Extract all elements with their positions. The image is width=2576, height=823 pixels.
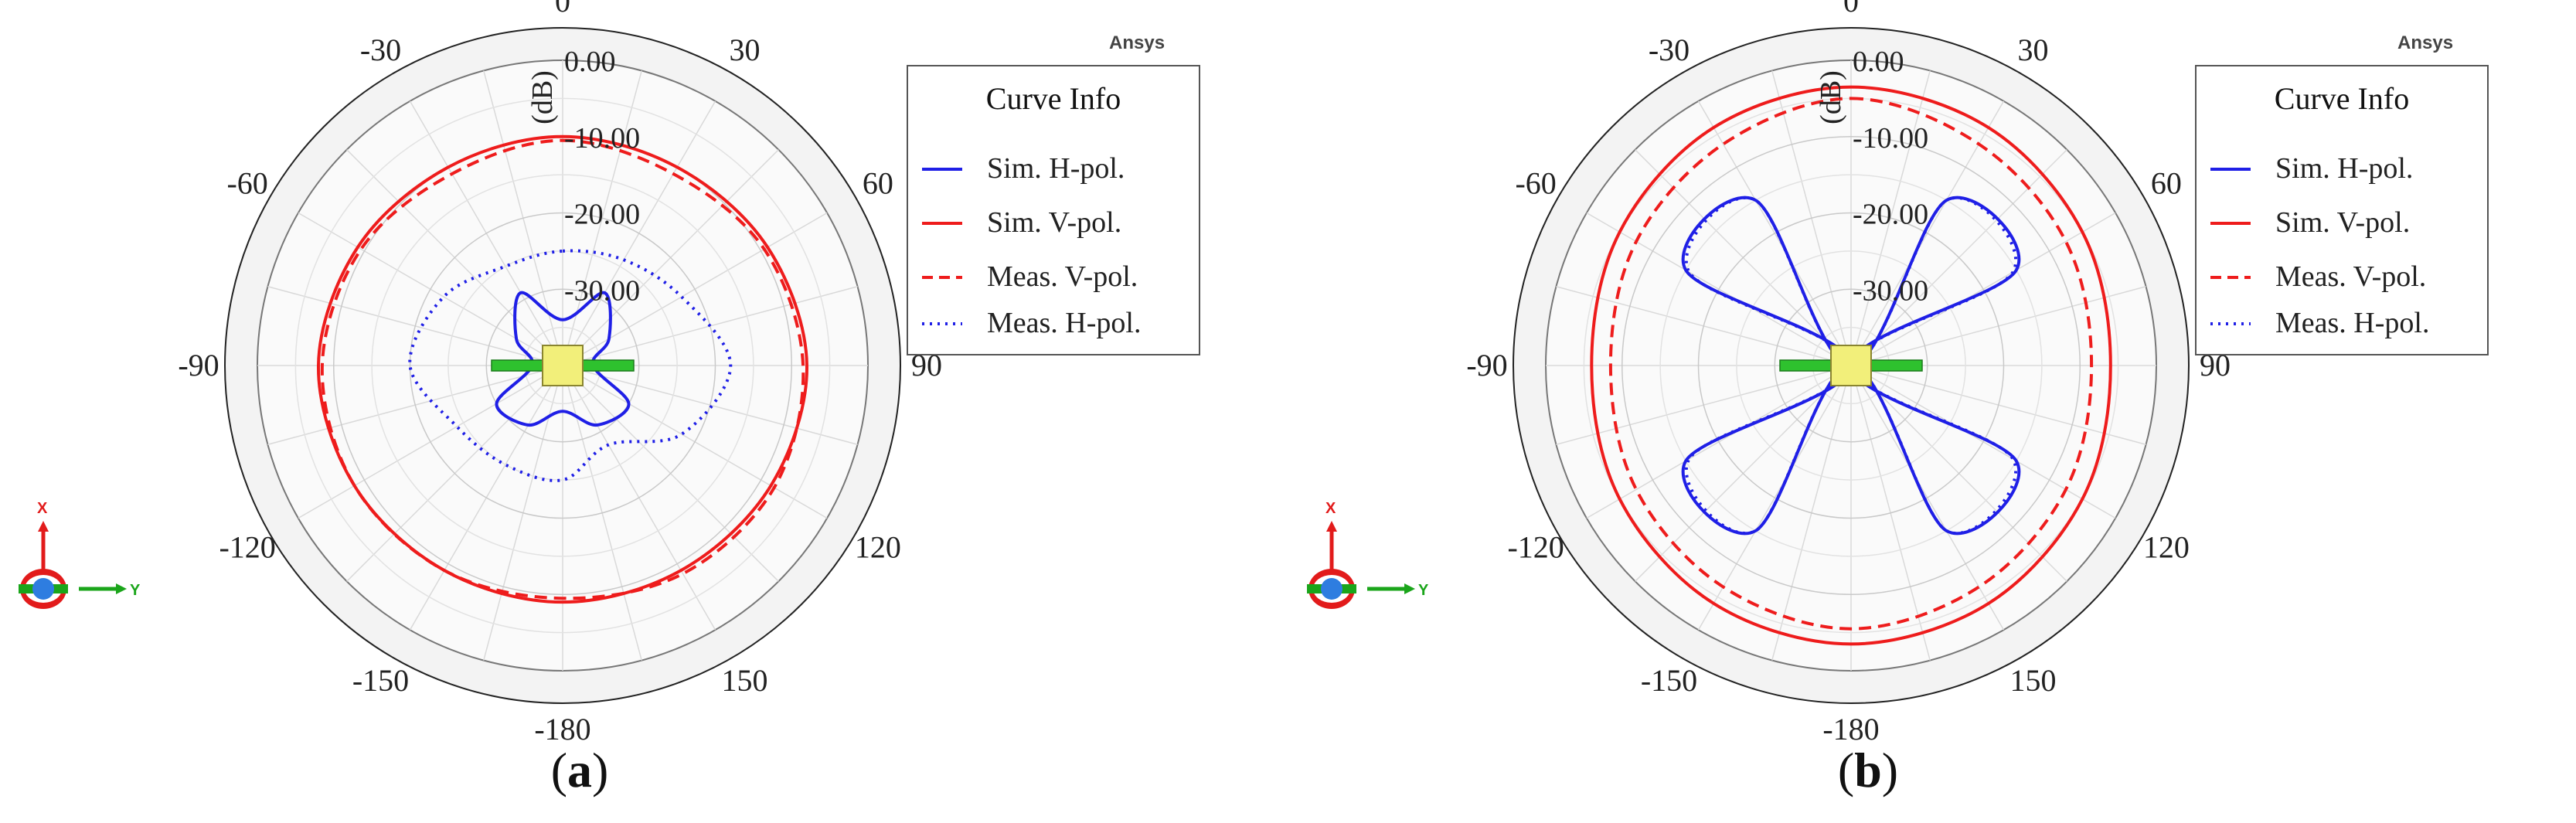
antenna-feed (1830, 345, 1872, 386)
panel-a: 0.00 -10.00 -20.00 -30.00 (dB) 0 30 60 90 120 150-… (0, 0, 1200, 799)
legend-swatch (922, 222, 962, 225)
theta-tick-label: -60 (1515, 166, 1556, 201)
theta-tick-label: -30 (360, 32, 401, 67)
polar-plot-b: 0.00-10.00-20.00-30.00(dB)0306090120150-… (1466, 0, 2231, 746)
axis-y-label: Y (1418, 582, 1429, 599)
legend: Curve Info Sim. H-pol. Sim. V-pol. Meas.… (2195, 65, 2489, 355)
r-tick-label: -10.00 (1853, 122, 1928, 155)
legend-label: Sim. V-pol. (2275, 206, 2411, 239)
r-tick-label: 0.00 (1853, 46, 1904, 78)
theta-tick-label: 60 (863, 166, 893, 201)
series-line (1608, 97, 2094, 631)
theta-tick-label: 150 (2010, 663, 2057, 698)
theta-tick-label: 0 (555, 0, 570, 19)
legend-item: Meas. H-pol. (2197, 298, 2487, 352)
series-line (1590, 85, 2112, 646)
grid-ring (1736, 250, 1966, 481)
legend-item: Sim. H-pol. (2197, 144, 2487, 198)
legend-label: Meas. H-pol. (2275, 307, 2430, 339)
r-tick-label: -10.00 (564, 122, 640, 155)
theta-tick-label: 120 (855, 530, 901, 565)
caption: (b) (1288, 742, 2448, 799)
grid-ring (1697, 212, 2005, 519)
legend-label: Meas. V-pol. (987, 260, 1138, 293)
theta-tick-label: -60 (226, 166, 267, 201)
grid-ring (409, 212, 716, 519)
caption: (a) (0, 742, 1159, 799)
theta-tick-label: -90 (178, 348, 219, 383)
axis-triad-icon: X Y (19, 500, 141, 609)
legend-item: Sim. V-pol. (2197, 198, 2487, 252)
axis-triad-icon: X Y (1307, 500, 1429, 609)
legend-title: Curve Info (2274, 81, 2410, 116)
theta-tick-label: -90 (1466, 348, 1507, 383)
theta-tick-label: -120 (219, 530, 275, 565)
theta-tick-label: 120 (2143, 530, 2190, 565)
theta-tick-label: -150 (352, 663, 409, 698)
legend-item: Sim. H-pol. (908, 144, 1199, 198)
theta-tick-label: -180 (1822, 712, 1879, 746)
legend-swatch (2210, 276, 2251, 279)
legend-label: Sim. H-pol. (2275, 152, 2414, 185)
legend-swatch (922, 276, 962, 279)
legend-title: Curve Info (985, 81, 1121, 116)
legend-item: Meas. H-pol. (908, 298, 1199, 352)
theta-tick-label: 0 (1843, 0, 1859, 19)
caption-close: ) (1881, 743, 1899, 797)
r-axis-label: (dB) (526, 70, 559, 124)
legend-label: Sim. H-pol. (987, 152, 1125, 185)
caption-open: ( (550, 743, 567, 797)
theta-tick-label: 150 (722, 663, 768, 698)
legend-swatch (2210, 222, 2251, 225)
legend-swatch (2210, 322, 2251, 325)
r-tick-label: -30.00 (1853, 274, 1928, 307)
series-line (316, 134, 809, 604)
theta-tick-label: -180 (534, 712, 590, 746)
grid-ring (371, 174, 754, 557)
caption-letter: b (1854, 743, 1882, 797)
vendor-label: Ansys (2397, 32, 2454, 53)
axis-x-label: X (1325, 500, 1336, 517)
grid-ring (1621, 136, 2081, 595)
axis-x-label: X (37, 500, 48, 517)
r-tick-label: -20.00 (564, 199, 640, 231)
grid-ring (1659, 174, 2043, 557)
theta-tick-label: 60 (2151, 166, 2182, 201)
r-axis-label: (dB) (1815, 70, 1847, 124)
panel-b: 0.00 -10.00 -20.00 -30.00 (dB) 0 30 60 90 120 150-… (1288, 0, 2576, 823)
caption-letter: a (567, 743, 592, 797)
theta-tick-label: 30 (730, 32, 761, 67)
r-tick-label: -20.00 (1853, 199, 1928, 231)
legend-label: Sim. V-pol. (987, 206, 1122, 239)
antenna-feed (542, 345, 584, 386)
legend: Curve Info Sim. H-pol. Sim. V-pol. Meas.… (907, 65, 1200, 355)
caption-open: ( (1837, 743, 1855, 797)
grid-ring (294, 97, 831, 634)
legend-item: Meas. V-pol. (2197, 252, 2487, 306)
legend-label: Meas. V-pol. (2275, 260, 2427, 293)
grid-ring (485, 288, 640, 443)
legend-swatch (922, 168, 962, 171)
caption-close: ) (592, 743, 609, 797)
theta-tick-label: 30 (2018, 32, 2049, 67)
legend-swatch (2210, 168, 2251, 171)
legend-item: Meas. V-pol. (908, 252, 1199, 306)
grid-ring (1774, 288, 1928, 443)
legend-swatch (922, 322, 962, 325)
axis-y-label: Y (130, 582, 141, 599)
theta-tick-label: -120 (1507, 530, 1564, 565)
legend-label: Meas. H-pol. (987, 307, 1142, 339)
series-line (320, 138, 805, 600)
vendor-label: Ansys (1109, 32, 1165, 53)
legend-item: Sim. V-pol. (908, 198, 1199, 252)
polar-plot-a: 0.00-10.00-20.00-30.00(dB)0306090120150-… (178, 0, 942, 746)
theta-tick-label: -150 (1641, 663, 1697, 698)
r-tick-label: 0.00 (564, 46, 616, 78)
r-tick-label: -30.00 (564, 274, 640, 307)
series-line (495, 291, 631, 427)
theta-tick-label: -30 (1649, 32, 1690, 67)
